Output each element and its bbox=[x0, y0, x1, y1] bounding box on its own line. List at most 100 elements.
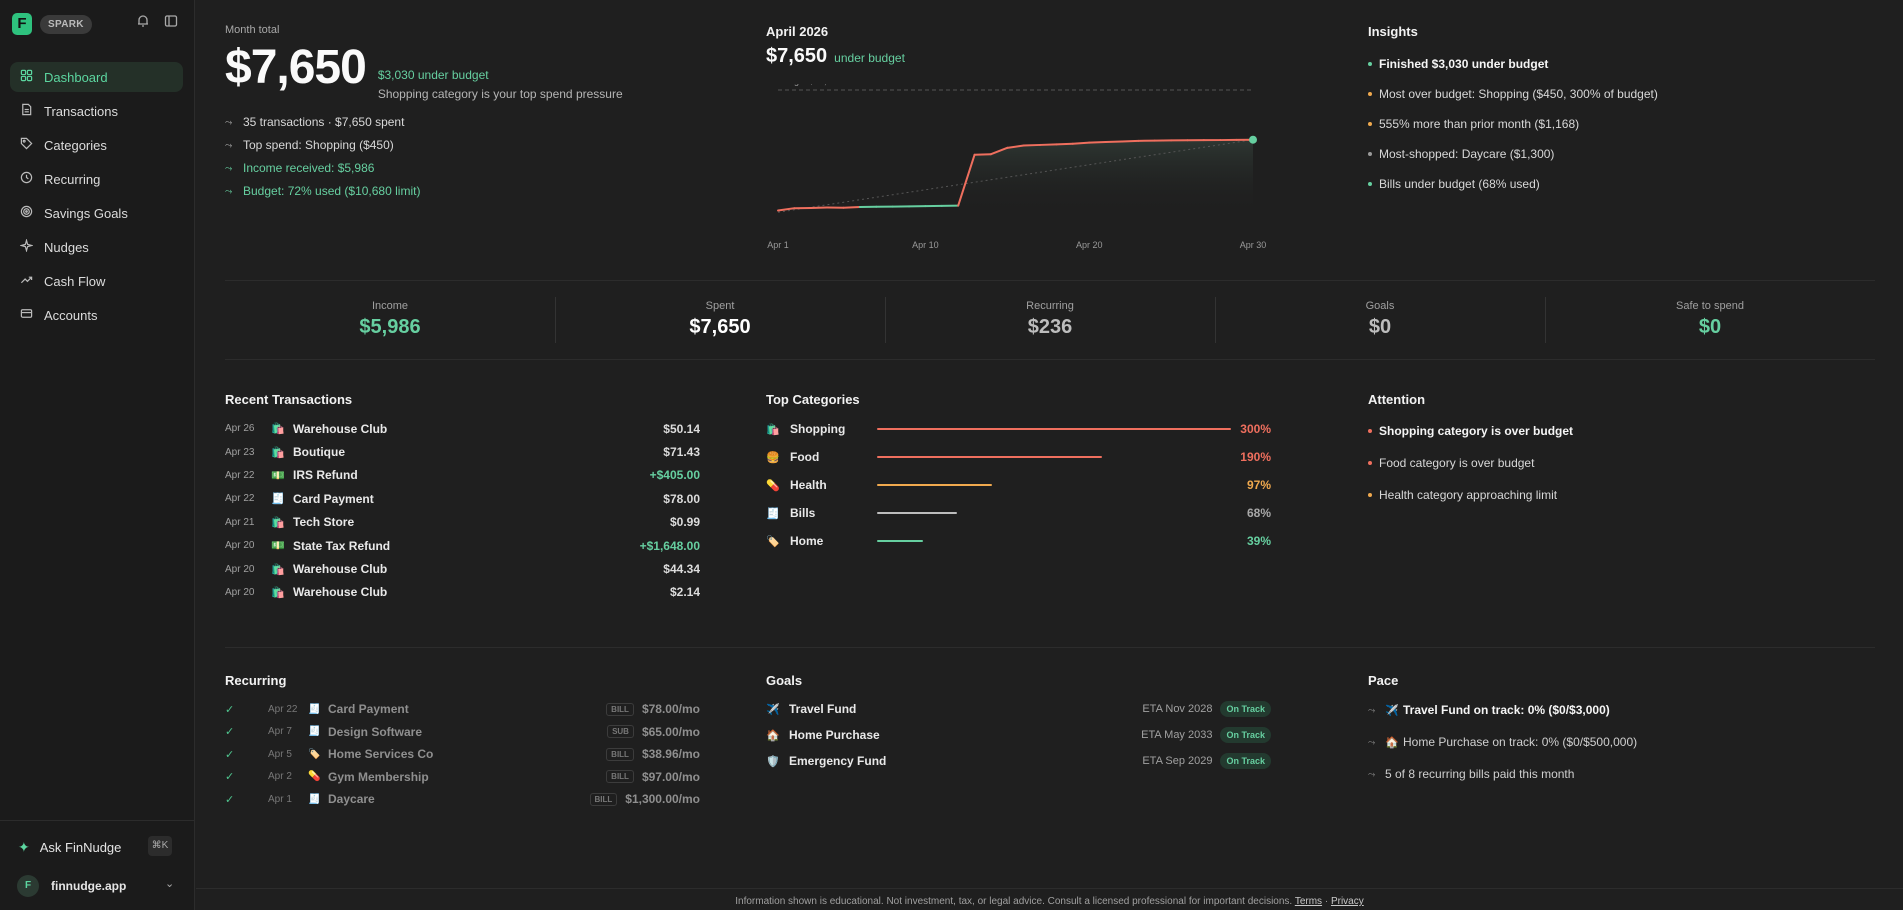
spend-line-segment bbox=[1022, 143, 1042, 147]
transaction-row[interactable]: Apr 20 💵 State Tax Refund +$1,648.00 bbox=[225, 534, 700, 557]
recurring-amount: $65.00/mo bbox=[641, 724, 700, 739]
top-pressure-text: Shopping category is your top spend pres… bbox=[377, 87, 623, 101]
sparkle-icon bbox=[18, 238, 34, 255]
category-row[interactable]: 🏷️ Home 39% bbox=[766, 527, 1276, 555]
stat-divider bbox=[885, 297, 886, 343]
recurring-row[interactable]: ✓ Apr 2 💊 Gym Membership BILL $97.00/mo bbox=[225, 766, 700, 789]
transaction-row[interactable]: Apr 21 🛍️ Tech Store $0.99 bbox=[225, 511, 700, 534]
chart-title: April 2026 bbox=[766, 24, 829, 39]
transaction-row[interactable]: Apr 23 🛍️ Boutique $71.43 bbox=[225, 440, 700, 463]
recurring-amount: $97.00/mo bbox=[641, 769, 700, 784]
pace-list: ⤳ ✈️ Travel Fund on track: 0% ($0/$3,000) ⤳… bbox=[1368, 694, 1848, 790]
grid-icon bbox=[18, 69, 34, 85]
category-icon: 🏷️ bbox=[766, 535, 780, 548]
transaction-date: Apr 20 bbox=[225, 586, 255, 598]
privacy-link[interactable]: Privacy bbox=[1330, 896, 1364, 907]
transaction-row[interactable]: Apr 20 🛍️ Warehouse Club $44.34 bbox=[225, 557, 700, 580]
transaction-amount: $44.34 bbox=[663, 562, 700, 577]
category-row[interactable]: 🧾 Bills 68% bbox=[766, 499, 1276, 527]
highlight-item: ⤳ Income received: $5,986 bbox=[225, 161, 705, 175]
sidebar-item-cash-flow[interactable]: Cash Flow bbox=[10, 266, 183, 296]
category-name: Bills bbox=[790, 506, 816, 520]
stat-divider bbox=[1215, 297, 1216, 343]
bullet-dot bbox=[1368, 182, 1372, 186]
pace-title: Pace bbox=[1368, 673, 1399, 688]
trend-icon: ⤳ bbox=[1368, 704, 1376, 715]
stat-label: Spent bbox=[705, 300, 735, 312]
transaction-name: Card Payment bbox=[293, 491, 374, 506]
highlight-item: ⤳ 35 transactions · $7,650 spent bbox=[225, 115, 705, 129]
x-tick-label: Apr 10 bbox=[912, 240, 939, 250]
stat-goals: Goals $0 bbox=[1215, 281, 1545, 361]
goal-row[interactable]: ✈️ Travel Fund ETA Nov 2028 On Track bbox=[766, 696, 1271, 722]
attention-title: Attention bbox=[1368, 392, 1426, 407]
stat-value: $7,650 bbox=[689, 316, 751, 338]
stat-divider bbox=[555, 297, 556, 343]
transaction-name: Warehouse Club bbox=[293, 585, 388, 600]
insight-text: Most-shopped: Daycare ($1,300) bbox=[1379, 147, 1555, 161]
recurring-row[interactable]: ✓ Apr 1 🧾 Daycare BILL $1,300.00/mo bbox=[225, 788, 700, 811]
ask-finnudge-button[interactable]: ✦ Ask FinNudge bbox=[18, 839, 121, 856]
insight-item: Bills under budget (68% used) bbox=[1368, 169, 1848, 199]
sidebar-item-savings-goals[interactable]: Savings Goals bbox=[10, 198, 183, 228]
recurring-type-badge: BILL bbox=[589, 792, 618, 806]
category-icon: 🧾 bbox=[308, 726, 321, 738]
category-row[interactable]: 🛍️ Shopping 300% bbox=[766, 415, 1276, 443]
top-categories-section: Top Categories 🛍️ Shopping 300% 🍔 Food 190% 💊 H… bbox=[766, 392, 1276, 555]
pace-section: Pace ⤳ ✈️ Travel Fund on track: 0% ($0/$3,… bbox=[1368, 673, 1848, 790]
sidebar-item-transactions[interactable]: Transactions bbox=[10, 96, 183, 126]
trend-icon: ⤳ bbox=[225, 162, 233, 173]
goal-row[interactable]: 🏠 Home Purchase ETA May 2033 On Track bbox=[766, 722, 1271, 748]
trend-icon: ⤳ bbox=[225, 185, 233, 196]
spend-line-segment bbox=[1104, 140, 1123, 144]
category-icon: 🧾 bbox=[308, 703, 321, 715]
recurring-row[interactable]: ✓ Apr 7 🧾 Design Software SUB $65.00/mo bbox=[225, 721, 700, 744]
transaction-name: Warehouse Club bbox=[293, 562, 388, 577]
pace-text: Travel Fund on track: 0% ($0/$3,000) bbox=[1403, 703, 1610, 717]
stat-safe-to-spend: Safe to spend $0 bbox=[1545, 281, 1875, 361]
sidebar-toggle-icon[interactable] bbox=[162, 14, 180, 32]
transaction-row[interactable]: Apr 26 🛍️ Warehouse Club $50.14 bbox=[225, 417, 700, 440]
terms-link[interactable]: Terms bbox=[1294, 896, 1323, 907]
bullet-dot bbox=[1368, 461, 1372, 465]
recurring-section: Recurring ✓ Apr 22 🧾 Card Payment BILL $78.00… bbox=[225, 673, 700, 811]
sidebar-item-dashboard[interactable]: Dashboard bbox=[10, 62, 183, 92]
under-budget-text: $3,030 under budget bbox=[377, 68, 489, 82]
goal-row[interactable]: 🛡️ Emergency Fund ETA Sep 2029 On Track bbox=[766, 748, 1271, 774]
trend-icon: ⤳ bbox=[225, 139, 233, 150]
goal-icon: 🛡️ bbox=[766, 755, 780, 768]
category-row[interactable]: 🍔 Food 190% bbox=[766, 443, 1276, 471]
transaction-row[interactable]: Apr 22 🧾 Card Payment $78.00 bbox=[225, 487, 700, 510]
recurring-row[interactable]: ✓ Apr 5 🏷️ Home Services Co BILL $38.96/mo bbox=[225, 743, 700, 766]
stat-label: Goals bbox=[1365, 300, 1395, 312]
transaction-row[interactable]: Apr 22 💵 IRS Refund +$405.00 bbox=[225, 464, 700, 487]
account-switcher[interactable]: F finnudge.app bbox=[17, 875, 126, 897]
transaction-date: Apr 22 bbox=[225, 493, 255, 505]
recent-transactions-section: Recent Transactions Apr 26 🛍️ Warehouse Cl… bbox=[225, 392, 700, 604]
chevron-down-icon[interactable]: ⌄ bbox=[165, 878, 175, 890]
month-total-section: Month total $7,650 $3,030 under budget S… bbox=[225, 24, 705, 207]
category-row[interactable]: 💊 Health 97% bbox=[766, 471, 1276, 499]
current-point[interactable] bbox=[1249, 135, 1257, 144]
card-icon bbox=[18, 307, 34, 323]
transaction-amount: $71.43 bbox=[663, 445, 700, 460]
recurring-row[interactable]: ✓ Apr 22 🧾 Card Payment BILL $78.00/mo bbox=[225, 698, 700, 721]
month-total-label: Month total bbox=[225, 24, 280, 36]
app-logo[interactable]: F bbox=[12, 13, 32, 35]
sidebar-item-accounts[interactable]: Accounts bbox=[10, 300, 183, 330]
recurring-amount: $1,300.00/mo bbox=[625, 792, 700, 807]
keyboard-shortcut: ⌘K bbox=[148, 836, 172, 856]
transaction-row[interactable]: Apr 20 🛍️ Warehouse Club $2.14 bbox=[225, 581, 700, 604]
target-icon bbox=[18, 205, 34, 221]
sidebar-item-label: Nudges bbox=[44, 239, 89, 255]
transaction-date: Apr 22 bbox=[225, 469, 255, 481]
transaction-date: Apr 21 bbox=[225, 516, 255, 528]
recurring-list: ✓ Apr 22 🧾 Card Payment BILL $78.00/mo ✓ Apr 7 🧾… bbox=[225, 698, 700, 811]
recurring-title: Recurring bbox=[225, 673, 287, 688]
category-icon: 🏷️ bbox=[308, 748, 321, 760]
sidebar-item-recurring[interactable]: Recurring bbox=[10, 164, 183, 194]
sidebar-item-categories[interactable]: Categories bbox=[10, 130, 183, 160]
category-icon: 🛍️ bbox=[271, 423, 285, 436]
bell-icon[interactable] bbox=[134, 14, 152, 32]
sidebar-item-nudges[interactable]: Nudges bbox=[10, 232, 183, 262]
